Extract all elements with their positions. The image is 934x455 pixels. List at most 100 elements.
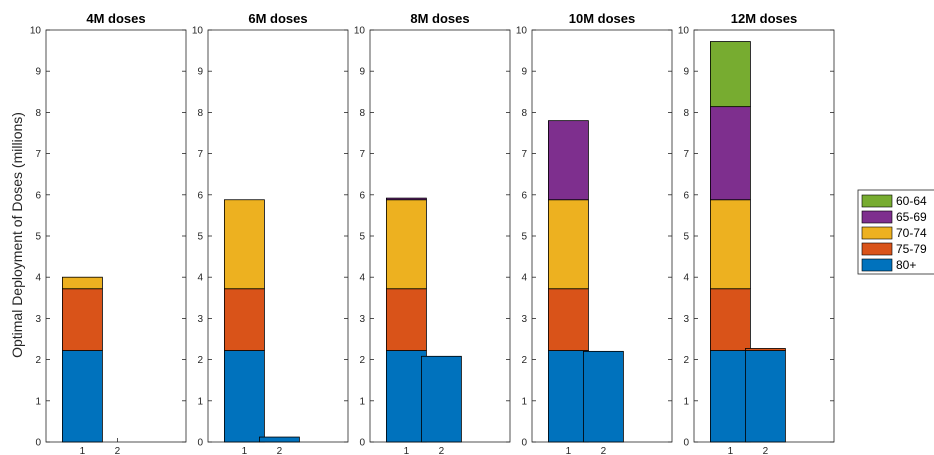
- y-tick-label: 3: [683, 314, 689, 325]
- legend-label: 70-74: [896, 226, 927, 240]
- legend: 60-64 65-69 70-74 75-79 80+: [857, 189, 934, 275]
- bar-segment-60-64: [710, 41, 751, 108]
- y-tick-label: 7: [359, 149, 365, 160]
- bar-segment-70-74: [548, 199, 589, 290]
- y-tick-label: 5: [683, 232, 689, 243]
- y-tick-label: 10: [516, 26, 528, 37]
- y-tick-label: 8: [35, 108, 41, 119]
- panel-5: 12M doses 0 1 2 3 4 5 6 7 8 9 10 1 2: [678, 11, 835, 455]
- panel-3: 8M doses 0 1 2 3 4 5 6 7 8 9 10 1 2: [354, 11, 511, 455]
- bar-segment-70-74: [710, 199, 751, 290]
- y-tick-label: 9: [521, 67, 527, 78]
- legend-swatch: [861, 242, 893, 256]
- bar-segment-80+: [745, 350, 786, 443]
- bar-segment-70-74: [385, 199, 427, 290]
- y-tick-label: 10: [354, 26, 366, 37]
- panel-4: 10M doses 0 1 2 3 4 5 6 7 8 9 10 1 2: [516, 11, 673, 455]
- legend-swatch: [861, 226, 893, 240]
- y-tick-label: 7: [197, 149, 203, 160]
- bar-segment-80+: [710, 350, 751, 443]
- bar-segment-70-74: [223, 199, 265, 290]
- y-tick-label: 2: [521, 355, 527, 366]
- bar-segment-80+: [583, 350, 624, 443]
- y-tick-label: 2: [359, 355, 365, 366]
- y-tick-label: 0: [359, 438, 365, 449]
- y-tick-label: 2: [197, 355, 203, 366]
- y-tick-label: 7: [521, 149, 527, 160]
- legend-label: 65-69: [896, 210, 927, 224]
- x-tick-label: 2: [277, 446, 283, 455]
- panel-title: 8M doses: [410, 11, 469, 26]
- y-tick-label: 9: [35, 67, 41, 78]
- y-tick-label: 1: [521, 396, 527, 407]
- x-tick-label: 1: [728, 446, 734, 455]
- y-tick-label: 8: [197, 108, 203, 119]
- panel-title: 4M doses: [86, 11, 145, 26]
- legend-label: 80+: [896, 258, 916, 272]
- bar-segment-75-79: [745, 348, 786, 351]
- y-tick-label: 10: [678, 26, 690, 37]
- panel-1: 4M doses 0 1 2 3 4 5 6 7 8 9 10 1 2: [30, 11, 187, 455]
- y-tick-label: 3: [359, 314, 365, 325]
- y-tick-label: 4: [521, 273, 527, 284]
- y-tick-label: 5: [197, 232, 203, 243]
- y-axis-label: Optimal Deployment of Doses (millions): [9, 112, 25, 358]
- x-tick-label: 2: [763, 446, 769, 455]
- y-tick-label: 6: [35, 190, 41, 201]
- bar-segment-75-79: [385, 288, 427, 351]
- y-tick-label: 9: [197, 67, 203, 78]
- y-tick-label: 9: [683, 67, 689, 78]
- y-tick-label: 8: [521, 108, 527, 119]
- y-tick-label: 5: [521, 232, 527, 243]
- y-tick-label: 6: [683, 190, 689, 201]
- y-tick-label: 3: [35, 314, 41, 325]
- y-tick-label: 0: [197, 438, 203, 449]
- y-tick-label: 3: [197, 314, 203, 325]
- panel-title: 12M doses: [731, 11, 797, 26]
- bar-segment-80+: [223, 350, 265, 443]
- legend-swatch: [861, 210, 893, 224]
- y-tick-label: 5: [359, 232, 365, 243]
- y-tick-label: 4: [683, 273, 689, 284]
- legend-label: 60-64: [896, 194, 927, 208]
- y-tick-label: 2: [35, 355, 41, 366]
- y-tick-label: 0: [521, 438, 527, 449]
- y-tick-label: 2: [683, 355, 689, 366]
- bar-segment-75-79: [62, 288, 103, 351]
- x-tick-label: 2: [115, 446, 121, 455]
- y-tick-label: 1: [197, 396, 203, 407]
- bar-segment-80+: [420, 355, 462, 443]
- bar-segment-65-69: [710, 106, 751, 201]
- panel-2: 6M doses 0 1 2 3 4 5 6 7 8 9 10 1 2: [192, 11, 349, 455]
- y-tick-label: 4: [197, 273, 203, 284]
- panel-title: 10M doses: [569, 11, 635, 26]
- y-tick-label: 1: [35, 396, 41, 407]
- x-tick-label: 2: [601, 446, 607, 455]
- x-tick-label: 1: [242, 446, 248, 455]
- y-tick-label: 6: [197, 190, 203, 201]
- bar-segment-80+: [258, 436, 300, 443]
- bar-segment-70-74: [62, 276, 103, 290]
- bar-segment-80+: [62, 350, 103, 443]
- y-tick-label: 0: [35, 438, 41, 449]
- y-tick-label: 4: [35, 273, 41, 284]
- y-tick-label: 1: [683, 396, 689, 407]
- y-tick-label: 9: [359, 67, 365, 78]
- y-tick-label: 10: [30, 26, 42, 37]
- legend-swatch: [861, 258, 893, 272]
- x-tick-label: 1: [80, 446, 86, 455]
- bar-segment-75-79: [548, 288, 589, 351]
- bar-segment-80+: [385, 350, 427, 443]
- y-tick-label: 5: [35, 232, 41, 243]
- y-tick-label: 1: [359, 396, 365, 407]
- y-tick-label: 0: [683, 438, 689, 449]
- y-tick-label: 4: [359, 273, 365, 284]
- x-tick-label: 1: [404, 446, 410, 455]
- y-tick-label: 7: [683, 149, 689, 160]
- bar-segment-80+: [548, 350, 589, 443]
- bar-segment-65-69: [548, 120, 589, 201]
- y-tick-label: 10: [192, 26, 204, 37]
- bar-segment-75-79: [223, 288, 265, 351]
- legend-label: 75-79: [896, 242, 927, 256]
